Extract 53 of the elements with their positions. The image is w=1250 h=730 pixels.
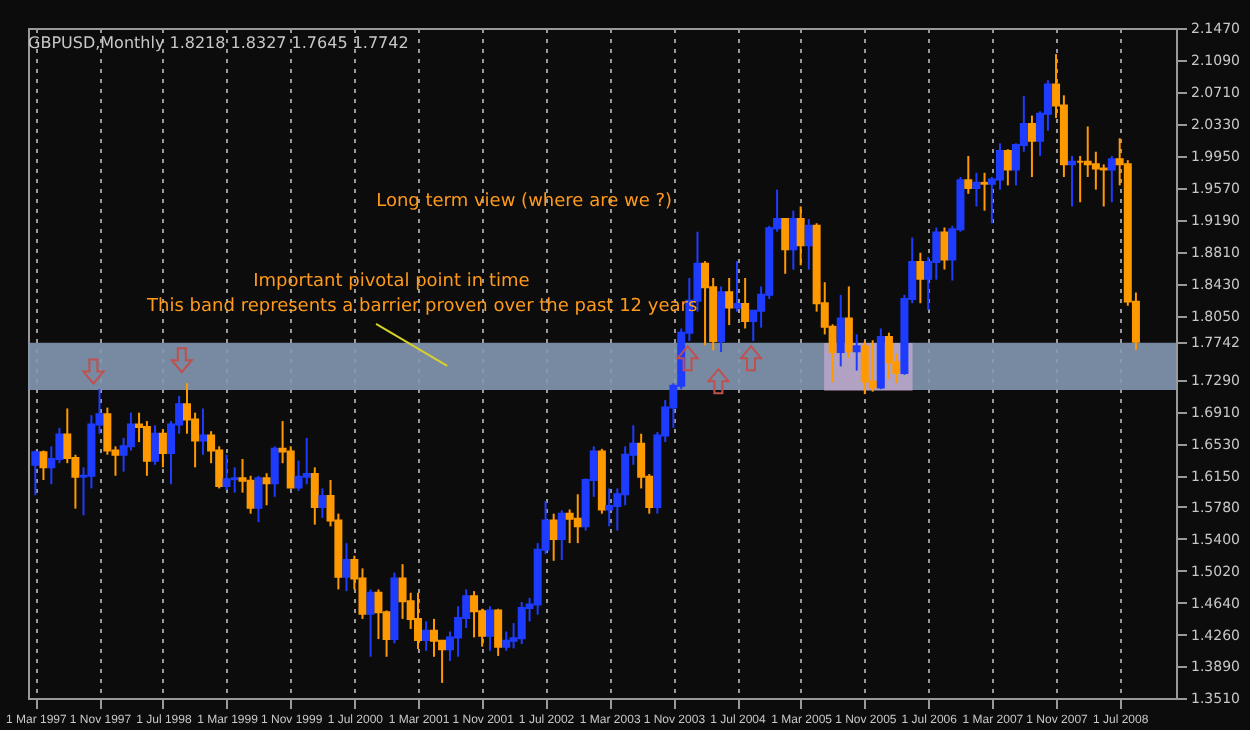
candlestick <box>222 453 231 492</box>
candlestick <box>414 591 422 651</box>
candlestick <box>198 407 207 456</box>
candlestick <box>605 487 614 528</box>
candlestick <box>39 449 48 481</box>
candlestick <box>502 630 511 652</box>
candlestick <box>470 590 479 639</box>
candlestick <box>158 428 167 469</box>
candlestick <box>494 607 503 657</box>
candlestick <box>573 493 582 545</box>
candlestick <box>302 436 311 486</box>
candlestick <box>517 601 526 646</box>
candlestick <box>318 487 327 519</box>
candlestick <box>142 420 151 477</box>
annotation: Important pivotal point in time <box>253 271 531 292</box>
candlestick <box>1027 114 1036 178</box>
candlestick <box>422 620 431 652</box>
candlestick <box>1003 148 1012 187</box>
candlestick <box>701 260 710 347</box>
candlestick <box>884 331 893 380</box>
candlestick <box>860 340 869 396</box>
candlestick <box>852 333 861 372</box>
candlestick <box>549 512 558 562</box>
candlestick <box>151 424 160 466</box>
candlestick <box>429 617 438 658</box>
candlestick <box>557 509 566 561</box>
candlestick <box>270 445 279 498</box>
candlestick <box>1107 154 1116 204</box>
candlestick <box>789 209 798 271</box>
candlestick <box>980 171 989 212</box>
candlestick <box>868 339 877 393</box>
candlestick <box>725 276 734 327</box>
annotation: Long term view (where are we ?) <box>376 191 673 212</box>
candlestick <box>836 293 845 368</box>
candlestick <box>374 588 383 641</box>
candlestick <box>733 260 742 313</box>
candlestick <box>741 276 750 330</box>
candlestick <box>310 466 319 526</box>
candlestick <box>804 218 813 271</box>
candlestick <box>342 542 351 593</box>
candlestick <box>940 226 949 271</box>
candlestick <box>916 251 925 305</box>
candlestick <box>972 171 981 208</box>
candlestick <box>781 218 790 275</box>
candlestick <box>486 605 495 652</box>
candlestick <box>31 449 40 497</box>
candlestick <box>254 474 263 524</box>
candlestick <box>844 285 853 359</box>
candlestick <box>796 205 805 267</box>
candlestick <box>262 472 271 507</box>
candlestick <box>964 154 973 195</box>
candlestick <box>1068 154 1077 208</box>
candlestick <box>366 588 375 658</box>
